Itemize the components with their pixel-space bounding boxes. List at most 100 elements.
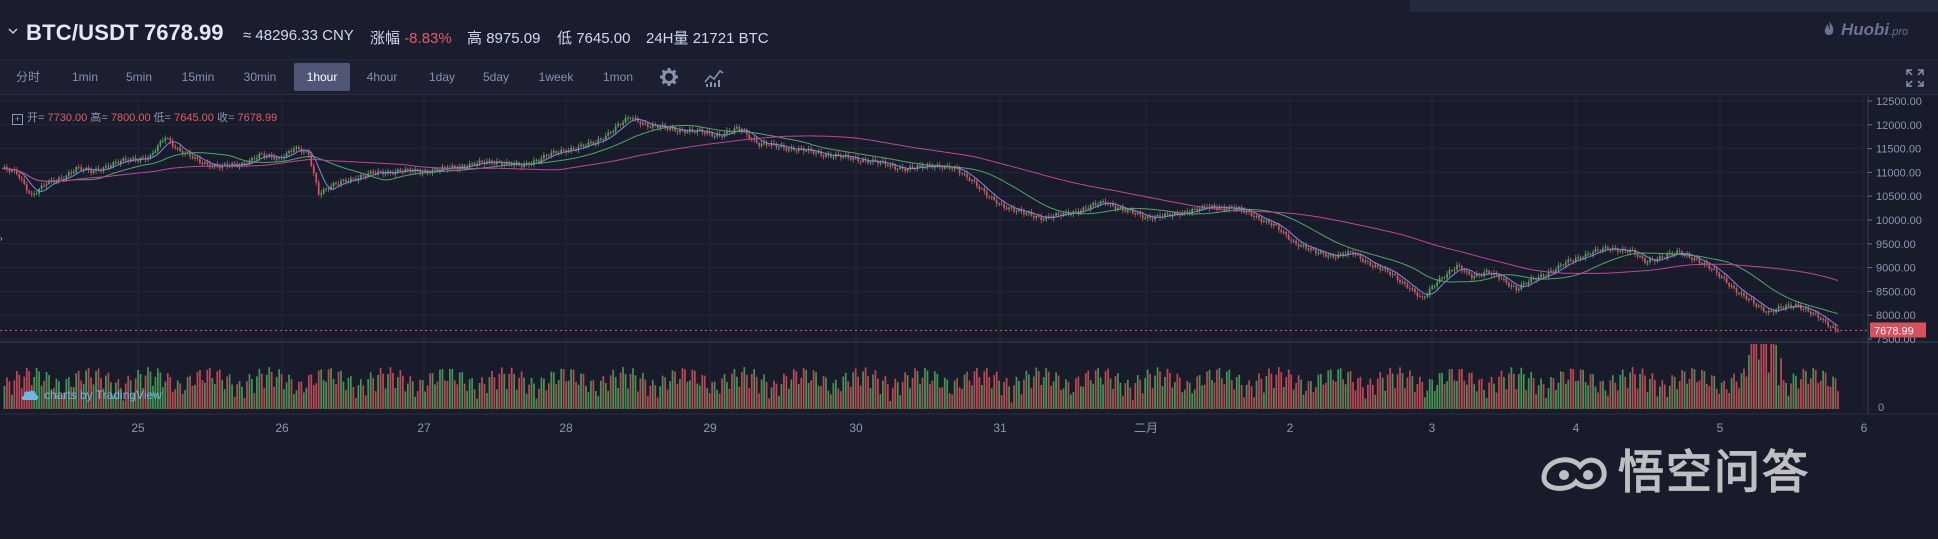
- tf-1hour[interactable]: 1hour: [294, 63, 350, 91]
- volume-bar: [332, 379, 335, 409]
- tf-1week[interactable]: 1week: [538, 70, 574, 84]
- volume-bar: [15, 371, 18, 409]
- candle: [973, 179, 976, 182]
- date-tick-label: 26: [275, 421, 289, 435]
- volume-bar: [1693, 369, 1696, 409]
- tf-5min[interactable]: 5min: [125, 70, 152, 84]
- candle: [886, 164, 889, 167]
- volume-bar: [139, 374, 142, 409]
- tf-1day[interactable]: 1day: [428, 70, 456, 84]
- candle: [1277, 225, 1280, 230]
- volume-bar: [208, 367, 211, 409]
- volume-bar: [137, 369, 139, 409]
- volume-bar: [58, 381, 60, 409]
- volume-bar: [612, 369, 615, 409]
- volume-bar: [1384, 390, 1387, 409]
- tradingview-credit[interactable]: charts by TradingView: [20, 387, 162, 402]
- tf-5day[interactable]: 5day: [482, 70, 510, 84]
- candle: [1129, 209, 1132, 211]
- volume-bar: [614, 376, 617, 409]
- candle: [1498, 274, 1500, 279]
- tf-15min[interactable]: 15min: [181, 70, 215, 84]
- chevron-down-icon[interactable]: [8, 25, 18, 35]
- volume-bar: [510, 367, 513, 409]
- volume-bar: [1710, 375, 1713, 409]
- pair-name[interactable]: BTC/USDT: [26, 20, 139, 45]
- candle: [335, 183, 337, 185]
- candle: [1381, 269, 1384, 271]
- volume-bar: [854, 368, 857, 409]
- candle: [849, 157, 852, 160]
- candle: [119, 161, 122, 164]
- volume-bar: [1795, 375, 1797, 409]
- volume-bar: [119, 388, 122, 409]
- volume-bar: [1577, 380, 1580, 409]
- volume-bar: [862, 371, 864, 409]
- candle: [1107, 203, 1109, 205]
- volume-bar: [1369, 378, 1372, 409]
- price-chart[interactable]: 12500.00 12000.00 11500.00 11000.00 10500.00…: [0, 96, 1938, 539]
- tf-1min[interactable]: 1min: [71, 70, 98, 84]
- volume-bar: [253, 392, 256, 409]
- volume-bar: [1134, 382, 1137, 409]
- volume-bar: [701, 374, 704, 409]
- volume-bar: [270, 372, 273, 409]
- gear-icon[interactable]: [658, 66, 680, 88]
- volume-bar: [25, 367, 28, 409]
- date-tick-label: 2: [1287, 421, 1294, 435]
- tf-1mon[interactable]: 1mon: [602, 70, 634, 84]
- tf-4hour[interactable]: 4hour: [366, 70, 398, 84]
- chart-area[interactable]: 12500.00 12000.00 11500.00 11000.00 10500.00…: [0, 96, 1938, 539]
- candle: [1770, 311, 1773, 313]
- volume-bar: [50, 389, 53, 409]
- candle: [1777, 306, 1780, 310]
- candle: [364, 175, 367, 177]
- candle: [369, 171, 372, 174]
- candle: [1245, 211, 1248, 213]
- fullscreen-icon[interactable]: [1905, 68, 1925, 88]
- scroll-left-icon[interactable]: ›: [0, 234, 3, 243]
- volume-bar: [1616, 390, 1619, 409]
- volume-bar: [943, 377, 946, 409]
- candle: [1005, 207, 1008, 210]
- candle: [1322, 251, 1325, 254]
- volume-bar: [1621, 369, 1624, 409]
- volume-bar: [738, 386, 741, 409]
- candle: [684, 130, 686, 133]
- volume-bar: [1730, 378, 1733, 409]
- volume-bar: [350, 376, 352, 409]
- candle: [1790, 304, 1792, 308]
- indicator-icon[interactable]: [703, 66, 725, 88]
- candle: [854, 157, 857, 159]
- volume-bar: [916, 371, 919, 409]
- volume-bar: [166, 373, 169, 409]
- volume-bar: [53, 387, 55, 409]
- candle: [1787, 304, 1790, 306]
- candle: [40, 185, 43, 189]
- volume-bar: [1451, 369, 1453, 409]
- candle: [1609, 249, 1612, 251]
- expand-legend-icon[interactable]: +: [12, 114, 23, 125]
- candle: [330, 186, 332, 190]
- candle: [90, 169, 92, 174]
- candle: [632, 118, 634, 120]
- volume-bar: [543, 378, 545, 409]
- volume-bar: [1448, 369, 1451, 409]
- volume-bar: [1807, 383, 1810, 409]
- candle: [592, 141, 595, 145]
- volume-bar: [1550, 377, 1552, 409]
- candle: [961, 173, 963, 175]
- volume-bar: [1290, 374, 1293, 409]
- candle: [590, 141, 592, 143]
- tf-30min[interactable]: 30min: [243, 70, 277, 84]
- candle: [278, 157, 280, 159]
- volume-bar: [352, 386, 355, 409]
- volume-bar: [1075, 378, 1077, 409]
- volume-bar: [572, 369, 575, 409]
- volume-bar: [67, 377, 70, 409]
- candle: [478, 160, 481, 164]
- volume-bar: [785, 376, 788, 409]
- tf-timeline[interactable]: 分时: [15, 70, 40, 84]
- candle: [1564, 262, 1567, 266]
- candle: [1765, 311, 1768, 313]
